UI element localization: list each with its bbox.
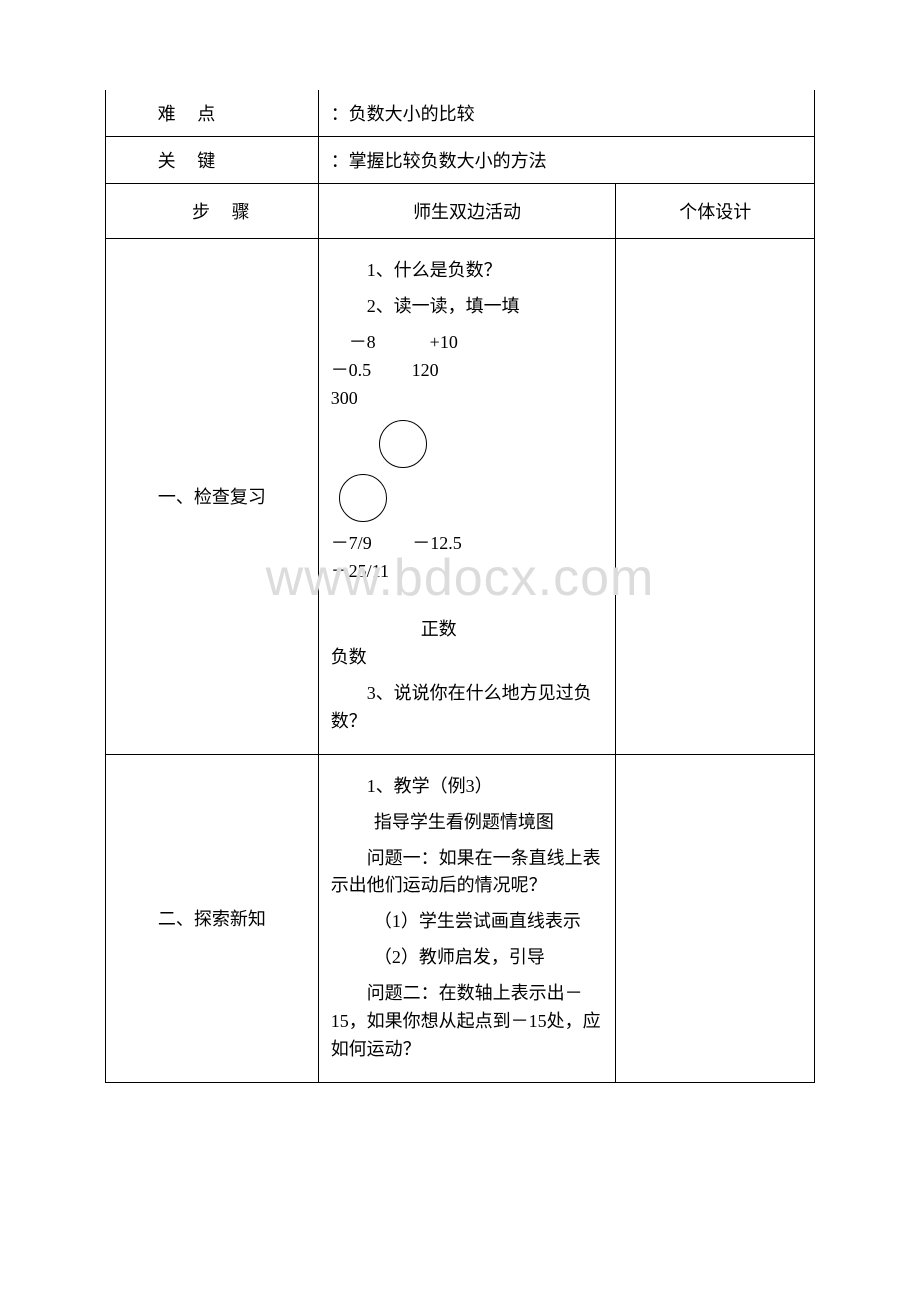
row-header: 步骤 师生双边活动 个体设计 [106,184,815,239]
section1-content: 1、什么是负数？ 2、读一读，填一填 －8 +10 －0.5 120 300 －… [318,239,616,755]
section2-title: 二、探索新知 [106,754,319,1082]
key-label: 关键 [118,147,237,173]
row-key: 关键 ：掌握比较负数大小的方法 [106,137,815,184]
s1-p2: 2、读一读，填一填 [331,293,604,321]
difficulty-value: ：负数大小的比较 [331,104,475,124]
section2-content: 1、教学（例3） 指导学生看例题情境图 问题一：如果在一条直线上表示出他们运动后… [318,754,616,1082]
difficulty-label: 难点 [118,100,237,126]
circle1-wrap [379,420,604,468]
row-section1: 一、检查复习 1、什么是负数？ 2、读一读，填一填 －8 +10 －0.5 12… [106,239,815,755]
header-design: 个体设计 [616,184,815,239]
key-value-cell: ：掌握比较负数大小的方法 [318,137,814,184]
s2-p1: 1、教学（例3） [331,773,604,801]
header-activity: 师生双边活动 [318,184,616,239]
key-label-cell: 关键 [106,137,319,184]
section2-design [616,754,815,1082]
s1-numbers1: －8 +10 －0.5 120 300 [331,329,604,413]
s2-p2: 指导学生看例题情境图 [331,809,604,837]
difficulty-value-cell: ：负数大小的比较 [318,90,814,137]
difficulty-label-cell: 难点 [106,90,319,137]
key-value: ：掌握比较负数大小的方法 [331,151,547,171]
circle-icon [379,420,427,468]
header-steps: 步骤 [106,184,319,239]
s1-p1: 1、什么是负数？ [331,257,604,285]
row-difficulty: 难点 ：负数大小的比较 [106,90,815,137]
circle2-wrap [339,474,604,522]
s2-p4: （1）学生尝试画直线表示 [331,908,604,936]
section1-design [616,239,815,755]
s1-p3: 3、说说你在什么地方见过负数？ [331,680,604,736]
circle-icon [339,474,387,522]
s2-p6: 问题二：在数轴上表示出－15，如果你想从起点到－15处，应如何运动？ [331,980,604,1064]
lesson-plan-table: 难点 ：负数大小的比较 关键 ：掌握比较负数大小的方法 步骤 师生双边活动 个体… [105,90,815,1083]
s2-p5: （2）教师启发，引导 [331,944,604,972]
section1-title: 一、检查复习 [106,239,319,755]
document-page: www.bdocx.com 难点 ：负数大小的比较 关键 ：掌握比较负数大小的方… [105,90,815,1083]
s1-posneg: 正数 负数 [331,616,604,672]
row-section2: 二、探索新知 1、教学（例3） 指导学生看例题情境图 问题一：如果在一条直线上表… [106,754,815,1082]
s2-p3: 问题一：如果在一条直线上表示出他们运动后的情况呢？ [331,845,604,901]
s1-numbers2: －7/9 －12.5 －25/11 [331,530,604,586]
